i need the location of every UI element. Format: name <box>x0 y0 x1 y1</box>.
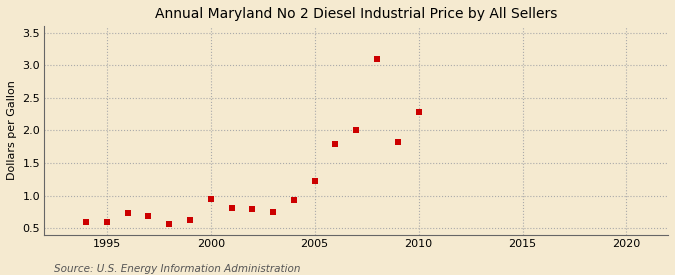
Point <box>288 198 299 202</box>
Point <box>268 210 279 214</box>
Y-axis label: Dollars per Gallon: Dollars per Gallon <box>7 81 17 180</box>
Point <box>330 142 341 146</box>
Point <box>351 128 362 132</box>
Point <box>247 207 258 211</box>
Point <box>101 220 112 224</box>
Point <box>205 197 216 201</box>
Point <box>164 221 175 226</box>
Point <box>184 218 195 222</box>
Point <box>143 214 154 218</box>
Point <box>413 110 424 114</box>
Point <box>309 179 320 183</box>
Point <box>372 57 383 61</box>
Text: Source: U.S. Energy Information Administration: Source: U.S. Energy Information Administ… <box>54 264 300 274</box>
Point <box>392 139 403 144</box>
Point <box>80 220 91 224</box>
Point <box>226 206 237 210</box>
Title: Annual Maryland No 2 Diesel Industrial Price by All Sellers: Annual Maryland No 2 Diesel Industrial P… <box>155 7 558 21</box>
Point <box>122 211 133 215</box>
